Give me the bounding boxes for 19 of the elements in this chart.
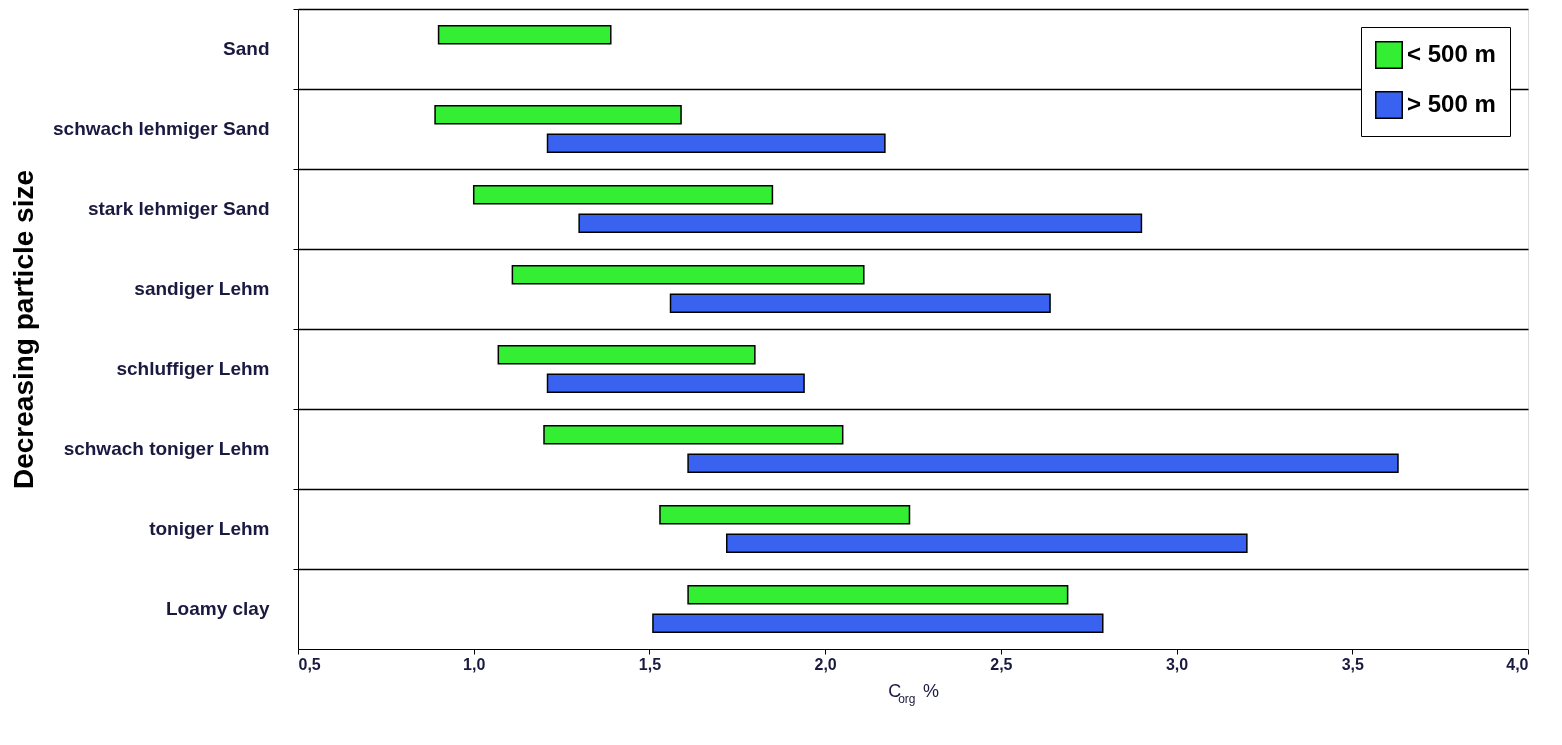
y-tick-label: sandiger Lehm [134, 278, 270, 299]
x-tick-label: 3,0 [1165, 655, 1189, 673]
x-tick-label: 0,5 [298, 655, 321, 673]
x-tick-label: 2,5 [990, 655, 1013, 673]
legend-label: > 500 m [1407, 90, 1496, 117]
x-tick-label: 4,0 [1506, 655, 1529, 673]
x-tick-label: 2,0 [814, 655, 837, 673]
y-tick-label: Sand [223, 38, 270, 59]
y-tick-label: Loamy clay [166, 598, 270, 619]
y-tick-label: stark lehmiger Sand [87, 198, 270, 219]
x-tick-label: 3,5 [1341, 655, 1364, 673]
y-tick-label: schluffiger Lehm [116, 358, 270, 379]
y-tick-label: schwach lehmiger Sand [53, 118, 270, 139]
y-tick-label: toniger Lehm [149, 518, 270, 539]
y-tick-label: schwach toniger Lehm [63, 438, 270, 459]
x-tick-label: 1,5 [638, 655, 662, 673]
legend-label: < 500 m [1407, 40, 1496, 67]
x-tick-label: 1,0 [463, 655, 486, 673]
y-axis-title: Decreasing particle size [7, 169, 39, 490]
